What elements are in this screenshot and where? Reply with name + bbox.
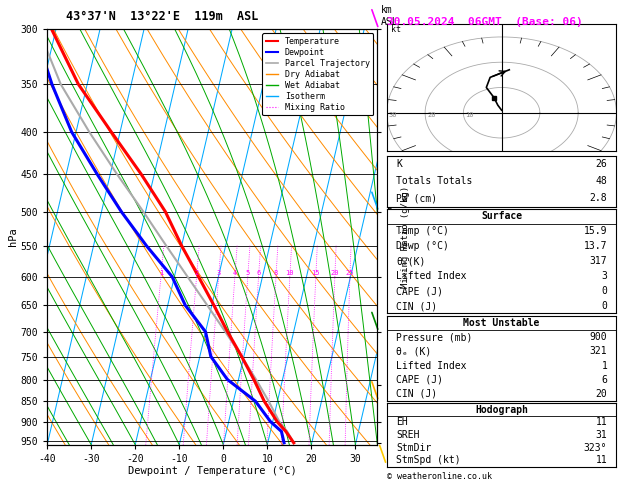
Text: 4: 4 bbox=[233, 270, 237, 276]
Text: 13.7: 13.7 bbox=[584, 241, 607, 251]
Text: 43°37'N  13°22'E  119m  ASL: 43°37'N 13°22'E 119m ASL bbox=[66, 10, 259, 23]
Text: 321: 321 bbox=[589, 347, 607, 356]
Text: K: K bbox=[396, 159, 402, 169]
Text: kt: kt bbox=[391, 25, 401, 34]
Text: 25: 25 bbox=[346, 270, 354, 276]
Text: Surface: Surface bbox=[481, 211, 522, 222]
Text: Lifted Index: Lifted Index bbox=[396, 361, 467, 370]
Text: 5: 5 bbox=[246, 270, 250, 276]
Text: 0: 0 bbox=[601, 301, 607, 311]
Text: 2: 2 bbox=[194, 270, 199, 276]
Text: 48: 48 bbox=[596, 176, 607, 186]
Text: 20: 20 bbox=[427, 112, 435, 118]
Text: 8: 8 bbox=[274, 270, 278, 276]
Text: CIN (J): CIN (J) bbox=[396, 389, 437, 399]
Text: 6: 6 bbox=[257, 270, 260, 276]
Text: 11: 11 bbox=[596, 417, 607, 427]
Text: Totals Totals: Totals Totals bbox=[396, 176, 472, 186]
Text: Hodograph: Hodograph bbox=[475, 405, 528, 415]
Text: 317: 317 bbox=[589, 256, 607, 266]
Text: PW (cm): PW (cm) bbox=[396, 193, 437, 203]
Text: 20: 20 bbox=[331, 270, 339, 276]
Text: Dewp (°C): Dewp (°C) bbox=[396, 241, 449, 251]
Text: 15.9: 15.9 bbox=[584, 226, 607, 236]
Text: CAPE (J): CAPE (J) bbox=[396, 286, 443, 296]
Text: StmSpd (kt): StmSpd (kt) bbox=[396, 455, 460, 465]
Text: Mixing Ratio (g/kg): Mixing Ratio (g/kg) bbox=[401, 186, 410, 288]
Y-axis label: hPa: hPa bbox=[8, 227, 18, 246]
Text: 3: 3 bbox=[216, 270, 221, 276]
Text: 3: 3 bbox=[601, 271, 607, 281]
Text: SREH: SREH bbox=[396, 430, 420, 440]
Text: EH: EH bbox=[396, 417, 408, 427]
Text: Pressure (mb): Pressure (mb) bbox=[396, 332, 472, 342]
Text: 31: 31 bbox=[596, 430, 607, 440]
Text: © weatheronline.co.uk: © weatheronline.co.uk bbox=[387, 472, 492, 481]
Text: θₑ(K): θₑ(K) bbox=[396, 256, 425, 266]
Text: 323°: 323° bbox=[584, 443, 607, 452]
Text: StmDir: StmDir bbox=[396, 443, 431, 452]
X-axis label: Dewpoint / Temperature (°C): Dewpoint / Temperature (°C) bbox=[128, 467, 297, 476]
Text: 11: 11 bbox=[596, 455, 607, 465]
Legend: Temperature, Dewpoint, Parcel Trajectory, Dry Adiabat, Wet Adiabat, Isotherm, Mi: Temperature, Dewpoint, Parcel Trajectory… bbox=[262, 34, 373, 116]
Text: 15: 15 bbox=[311, 270, 320, 276]
Text: 10: 10 bbox=[286, 270, 294, 276]
Text: 2.8: 2.8 bbox=[589, 193, 607, 203]
Text: 900: 900 bbox=[589, 332, 607, 342]
Text: θₑ (K): θₑ (K) bbox=[396, 347, 431, 356]
Text: Temp (°C): Temp (°C) bbox=[396, 226, 449, 236]
Text: 0: 0 bbox=[601, 286, 607, 296]
Text: km
ASL: km ASL bbox=[381, 5, 398, 27]
Text: CAPE (J): CAPE (J) bbox=[396, 375, 443, 385]
Text: CIN (J): CIN (J) bbox=[396, 301, 437, 311]
Text: 1: 1 bbox=[601, 361, 607, 370]
Text: 10: 10 bbox=[465, 112, 474, 118]
Text: Lifted Index: Lifted Index bbox=[396, 271, 467, 281]
Text: 30.05.2024  06GMT  (Base: 06): 30.05.2024 06GMT (Base: 06) bbox=[387, 17, 582, 27]
Text: 26: 26 bbox=[596, 159, 607, 169]
Text: 1: 1 bbox=[159, 270, 163, 276]
Text: Most Unstable: Most Unstable bbox=[464, 318, 540, 328]
Text: 6: 6 bbox=[601, 375, 607, 385]
Text: 30: 30 bbox=[389, 112, 398, 118]
Text: 20: 20 bbox=[596, 389, 607, 399]
